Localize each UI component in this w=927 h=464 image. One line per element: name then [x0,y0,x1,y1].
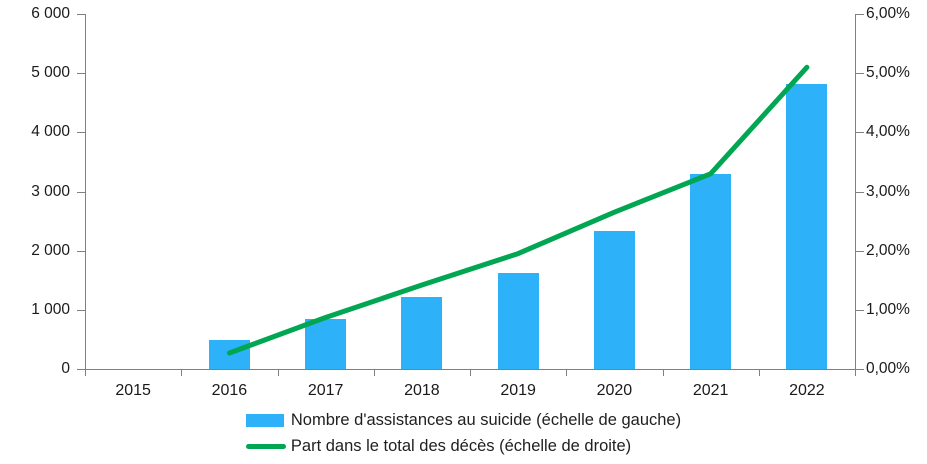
left-axis-tick-label: 5 000 [31,64,70,82]
bar [305,319,347,369]
left-axis-tick [77,73,85,75]
x-axis-category-label: 2020 [596,382,633,399]
bar [497,273,539,369]
legend-bar-label: Nombre d'assistances au suicide (échelle… [290,411,682,429]
bar-series-swatch [245,414,284,427]
x-axis-category-label: 2019 [500,382,536,399]
line-series-swatch [245,444,286,449]
bar [690,173,732,369]
x-axis-tick [566,369,568,376]
legend-item-line: Part dans le total des décès (échelle de… [245,436,632,457]
bar [786,84,828,369]
right-axis-tick [856,369,864,370]
legend: Nombre d'assistances au suicide (échelle… [0,410,927,457]
x-axis-category-label: 2015 [115,382,151,399]
left-axis-tick-label: 3 000 [31,182,70,200]
right-axis-tick-label: 2,00% [866,241,910,259]
left-axis-tick-label: 4 000 [31,123,70,141]
plot-area [85,14,855,369]
x-axis-tick [181,369,183,376]
legend-item-bars: Nombre d'assistances au suicide (échelle… [245,410,682,431]
left-axis-tick [77,369,85,370]
left-axis-tick [77,250,85,252]
right-axis-tick-label: 1,00% [866,300,910,318]
x-axis-category-label: 2021 [692,382,729,399]
x-axis-category-label: 2016 [211,382,248,399]
x-axis-category-label: 2018 [404,382,440,399]
x-axis-tick [662,369,664,376]
right-axis-tick [856,14,864,15]
x-axis-category-label: 2022 [789,382,825,399]
x-axis-tick [758,369,760,376]
left-axis-tick-label: 1 000 [31,300,70,318]
x-axis-tick [855,369,856,376]
left-axis-tick [77,191,85,193]
left-axis-tick [77,132,85,134]
x-axis-category-label: 2017 [307,382,344,399]
right-axis-tick-label: 3,00% [866,182,910,200]
right-axis-tick-label: 0,00% [866,360,910,377]
right-axis-tick [856,191,864,193]
left-axis-tick-label: 2 000 [31,241,70,259]
left-axis-tick [77,14,85,15]
right-axis-tick [856,73,864,75]
right-axis-tick-label: 5,00% [866,64,910,82]
right-axis-tick [856,250,864,252]
x-axis-tick [373,369,375,376]
right-axis-tick-label: 6,00% [866,5,910,22]
right-axis-tick [856,309,864,311]
left-axis-tick [77,309,85,311]
left-axis-tick-label: 6 000 [31,5,70,22]
left-axis-tick-label: 0 [61,360,70,377]
left-axis-line [85,14,86,370]
right-axis-tick-label: 4,00% [866,123,910,141]
x-axis-tick [85,369,86,376]
bar [401,296,443,369]
x-axis-tick [277,369,279,376]
right-axis-line [855,14,856,370]
bar [593,230,635,369]
line-series [226,64,810,356]
right-axis-tick [856,132,864,134]
legend-line-label: Part dans le total des décès (échelle de… [290,437,632,455]
x-axis-tick [470,369,471,376]
line-path [226,64,810,356]
